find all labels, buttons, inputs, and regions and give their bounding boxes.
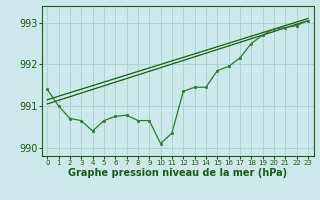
X-axis label: Graphe pression niveau de la mer (hPa): Graphe pression niveau de la mer (hPa) <box>68 168 287 178</box>
